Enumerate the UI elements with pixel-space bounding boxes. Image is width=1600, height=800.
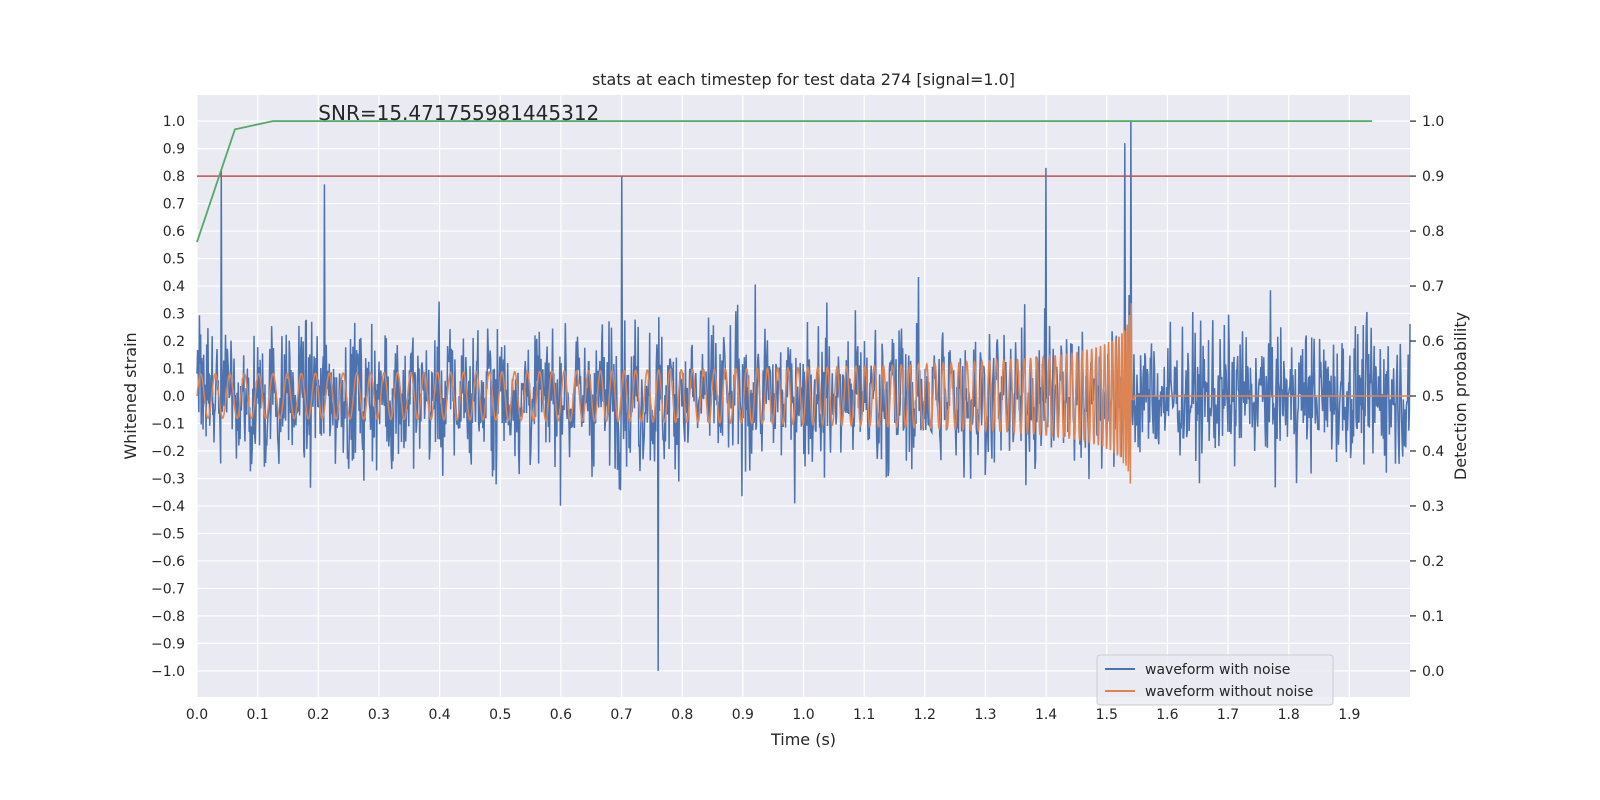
x-tick-label: 1.3 bbox=[974, 707, 996, 723]
y-tick-label: 0.8 bbox=[163, 169, 185, 185]
y-tick-label: −0.9 bbox=[151, 636, 185, 652]
y2-tick-label: 0.0 bbox=[1422, 664, 1444, 680]
y-tick-label: −0.5 bbox=[151, 526, 185, 542]
x-tick-label: 1.2 bbox=[914, 707, 936, 723]
y-tick-label: −0.4 bbox=[151, 499, 185, 515]
y-tick-label: 1.0 bbox=[163, 114, 185, 130]
y2-tick-label: 0.9 bbox=[1422, 169, 1444, 185]
legend-entry-noise: waveform with noise bbox=[1145, 662, 1290, 678]
snr-annotation: SNR=15.471755981445312 bbox=[318, 101, 599, 125]
x-tick-label: 0.1 bbox=[247, 707, 269, 723]
y-tick-label: −1.0 bbox=[151, 664, 185, 680]
y-tick-label: −0.2 bbox=[151, 444, 185, 460]
chart-title: stats at each timestep for test data 274… bbox=[592, 70, 1015, 89]
y-tick-label: −0.1 bbox=[151, 416, 185, 432]
x-tick-label: 0.9 bbox=[732, 707, 754, 723]
y-tick-label: 0.1 bbox=[163, 362, 185, 378]
y2-tick-label: 0.4 bbox=[1422, 444, 1444, 460]
x-tick-label: 0.7 bbox=[610, 707, 632, 723]
y2-tick-label: 0.3 bbox=[1422, 499, 1444, 515]
y-tick-label: 0.2 bbox=[163, 334, 185, 350]
legend: waveform with noise waveform without noi… bbox=[1096, 654, 1334, 706]
y2-tick-label: 0.7 bbox=[1422, 279, 1444, 295]
x-tick-label: 1.6 bbox=[1156, 707, 1178, 723]
x-axis-ticks: 0.0 0.1 0.2 0.3 0.4 0.5 0.6 0.7 0.8 0.9 1.0 1.1 1.2 1… bbox=[186, 707, 1361, 723]
x-tick-label: 1.0 bbox=[792, 707, 814, 723]
x-tick-label: 1.1 bbox=[853, 707, 875, 723]
series-layer bbox=[196, 120, 1411, 671]
y2-tick-label: 0.6 bbox=[1422, 334, 1444, 350]
y-tick-label: 0.9 bbox=[163, 142, 185, 158]
x-tick-label: 0.4 bbox=[428, 707, 450, 723]
y-tick-label: 0.5 bbox=[163, 252, 185, 268]
y-tick-label: 0.6 bbox=[163, 224, 185, 240]
y-tick-label: −0.8 bbox=[151, 609, 185, 625]
y2-tick-label: 0.5 bbox=[1422, 389, 1444, 405]
y-tick-label: −0.6 bbox=[151, 554, 185, 570]
x-tick-label: 0.0 bbox=[186, 707, 208, 723]
x-tick-label: 0.8 bbox=[671, 707, 693, 723]
y-tick-label: −0.3 bbox=[151, 471, 185, 487]
x-tick-label: 1.9 bbox=[1338, 707, 1360, 723]
legend-box bbox=[1096, 654, 1334, 706]
x-tick-label: 1.4 bbox=[1035, 707, 1057, 723]
y2-tick-label: 0.1 bbox=[1422, 609, 1444, 625]
x-tick-label: 1.8 bbox=[1278, 707, 1300, 723]
series-detection-probability bbox=[196, 120, 1373, 243]
x-tick-label: 0.3 bbox=[368, 707, 390, 723]
y-tick-label: 0.0 bbox=[163, 389, 185, 405]
x-tick-label: 0.5 bbox=[489, 707, 511, 723]
y2-axis-label: Detection probability bbox=[1451, 312, 1470, 480]
y2-axis-ticks: 1.0 0.9 0.8 0.7 0.6 0.5 0.4 0.3 0.2 0.1 0.0 bbox=[1410, 114, 1444, 680]
x-tick-label: 0.6 bbox=[550, 707, 572, 723]
x-tick-label: 1.7 bbox=[1217, 707, 1239, 723]
x-tick-label: 1.5 bbox=[1096, 707, 1118, 723]
series-waveform-without-noise bbox=[196, 303, 1410, 484]
x-tick-label: 0.2 bbox=[307, 707, 329, 723]
legend-entry-clean: waveform without noise bbox=[1145, 684, 1313, 700]
y-tick-label: 0.3 bbox=[163, 307, 185, 323]
y2-tick-label: 1.0 bbox=[1422, 114, 1444, 130]
y-tick-label: −0.7 bbox=[151, 581, 185, 597]
x-axis-label: Time (s) bbox=[770, 730, 836, 749]
y2-tick-label: 0.8 bbox=[1422, 224, 1444, 240]
y-tick-label: 0.4 bbox=[163, 279, 185, 295]
y2-tick-label: 0.2 bbox=[1422, 554, 1444, 570]
y-tick-label: 0.7 bbox=[163, 197, 185, 213]
y-axis-label: Whitened strain bbox=[121, 332, 140, 459]
y-axis-ticks: 1.0 0.9 0.8 0.7 0.6 0.5 0.4 0.3 0.2 0.1 0.0 −0.1 −0.… bbox=[151, 114, 185, 680]
